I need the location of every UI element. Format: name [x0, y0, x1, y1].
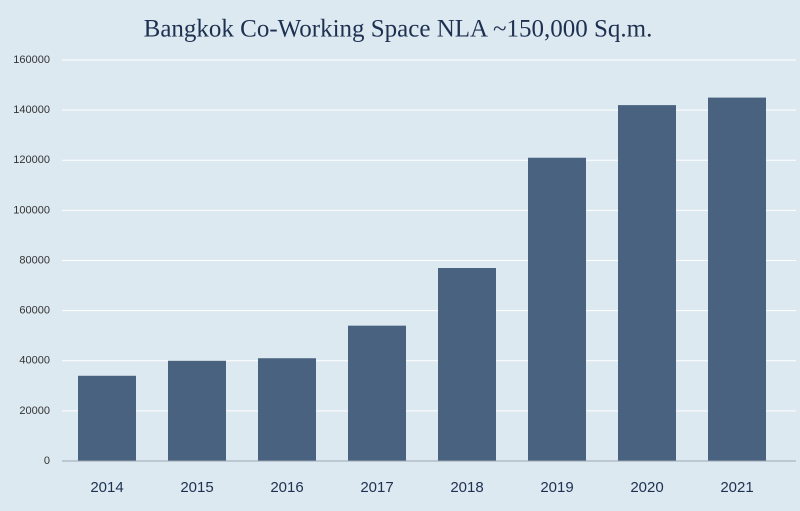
bar	[528, 157, 586, 461]
bar	[348, 325, 406, 461]
y-tick-label: 80000	[19, 254, 50, 266]
x-tick-label: 2020	[630, 479, 663, 496]
chart-title: Bangkok Co-Working Space NLA ~150,000 Sq…	[144, 16, 653, 43]
bar	[258, 358, 316, 461]
y-tick-label: 40000	[19, 355, 50, 367]
y-tick-label: 160000	[13, 54, 50, 66]
x-tick-label: 2017	[360, 479, 393, 496]
bar	[78, 375, 136, 461]
bar	[618, 105, 676, 462]
y-tick-label: 0	[44, 455, 50, 467]
bar	[438, 268, 496, 461]
x-tick-label: 2021	[720, 479, 753, 496]
x-tick-label: 2016	[270, 479, 303, 496]
bar	[168, 360, 226, 461]
y-tick-label: 100000	[13, 204, 50, 216]
y-tick-label: 120000	[13, 154, 50, 166]
y-tick-label: 20000	[19, 405, 50, 417]
x-tick-label: 2019	[540, 479, 573, 496]
bar	[708, 97, 766, 461]
x-tick-label: 2018	[450, 479, 483, 496]
x-tick-label: 2014	[90, 479, 123, 496]
y-tick-label: 140000	[13, 104, 50, 116]
x-tick-label: 2015	[180, 479, 213, 496]
y-tick-label: 60000	[19, 305, 50, 317]
